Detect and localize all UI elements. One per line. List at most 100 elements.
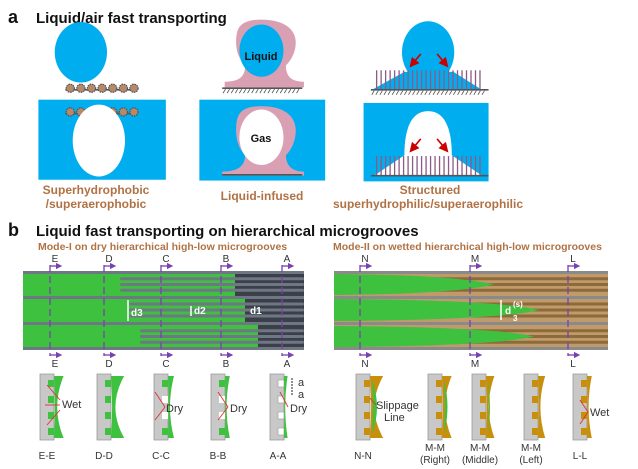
empty-groove <box>277 427 285 436</box>
hatch-mark <box>239 88 243 94</box>
high-ridge <box>23 322 304 325</box>
groove-wall <box>427 373 443 441</box>
groove-fill <box>219 396 225 403</box>
low-ridge <box>120 277 304 281</box>
case-3-label-line2: superhydrophilic/superaerophilic <box>333 197 523 211</box>
hatch-mark <box>444 90 449 95</box>
cs-label-l: L-L <box>573 451 588 462</box>
hatch-mark <box>457 90 461 95</box>
groove-fill <box>105 396 111 403</box>
pointer-line <box>279 391 289 408</box>
hatch-mark <box>395 90 400 95</box>
d3-label: d3 <box>131 308 143 319</box>
groove-fill <box>162 396 168 403</box>
case-3-label-line1: Structured <box>400 183 461 197</box>
panel-b-title: Liquid fast transporting on hierarchical… <box>36 223 419 240</box>
hatch-mark <box>243 88 247 94</box>
low-ridge <box>334 288 608 292</box>
dry-label-c: Dry <box>166 403 184 415</box>
meniscus <box>587 376 592 438</box>
cross-sections <box>39 373 592 441</box>
gas-bubble <box>239 109 284 166</box>
liquid-slug <box>444 380 448 434</box>
meniscus <box>442 376 452 438</box>
empty-groove <box>277 411 285 420</box>
hatch-mark <box>436 90 440 95</box>
cs-label-n: N-N <box>354 451 372 462</box>
section-label-top: D <box>105 254 112 265</box>
groove-fill <box>436 428 442 435</box>
hatch-mark <box>283 88 288 94</box>
hatch-mark <box>440 90 444 95</box>
case-2-label: Liquid-infused <box>221 189 304 203</box>
panel-b-letter: b <box>8 220 19 240</box>
meniscus <box>284 376 288 438</box>
hatch-mark <box>279 88 284 94</box>
hatch-mark <box>448 90 453 95</box>
structured-diagram <box>363 21 489 182</box>
meniscus <box>168 376 174 438</box>
groove-wall <box>210 373 226 441</box>
low-ridge <box>120 283 304 286</box>
hatch-mark <box>292 88 296 94</box>
section-label-bottom: D <box>105 359 112 370</box>
hatch-mark <box>296 88 300 94</box>
hatch-mark <box>251 88 255 94</box>
dry-label-b: Dry <box>230 403 248 415</box>
cs-label-m-middle: M-M <box>470 443 490 454</box>
section-markers: E E D D C C B B A A N N M M L L <box>49 254 581 370</box>
pointer-line <box>46 409 61 426</box>
cs-label-m-right: M-M <box>425 443 445 454</box>
hatch-mark <box>255 88 259 94</box>
cs-label-m-left-2: (Left) <box>519 455 542 466</box>
low-ridge <box>140 335 304 338</box>
particle <box>129 107 139 117</box>
meniscus <box>111 376 125 438</box>
hatch-mark <box>416 90 420 95</box>
d3s-sub: 3 <box>513 314 518 323</box>
groove-fill <box>364 412 370 419</box>
cross-section-labels: E-E D-D C-C B-B A-A N-N M-M (Right) M-M … <box>39 443 588 466</box>
particle <box>65 83 75 93</box>
section-label-bottom: B <box>223 359 230 370</box>
section-label-top: L <box>570 254 576 265</box>
low-ridge <box>120 288 304 292</box>
section-label-bottom: M <box>471 359 479 370</box>
pointer-line <box>579 411 589 425</box>
groove-wall <box>39 373 55 441</box>
groove-wall <box>153 373 169 441</box>
hatch-mark <box>412 90 416 95</box>
superhydrophobic-diagram <box>38 22 166 180</box>
meniscus <box>225 376 230 438</box>
red-arrow <box>436 138 449 153</box>
hatch-mark <box>469 90 473 95</box>
cs-label-m-middle-2: (Middle) <box>462 455 498 466</box>
meniscus <box>54 376 64 438</box>
particle <box>108 83 118 93</box>
high-ridge <box>334 296 608 299</box>
hatch-mark <box>259 88 263 94</box>
groove-fill <box>219 380 225 387</box>
cs-label-b: B-B <box>210 451 227 462</box>
mode1-subtitle: Mode-I on dry hierarchical high-low micr… <box>38 241 287 253</box>
groove-fill <box>581 428 587 435</box>
d2-label: d2 <box>194 306 206 317</box>
section-label-top: B <box>223 254 230 265</box>
section-label-top: E <box>52 254 59 265</box>
hatch-mark <box>267 88 271 94</box>
hatch-mark <box>271 88 275 94</box>
empty-groove <box>277 379 285 388</box>
groove-fill <box>581 380 587 387</box>
pointer-line <box>154 406 166 421</box>
liquid-green <box>334 274 494 295</box>
particle <box>76 83 86 93</box>
cs-label-c: C-C <box>152 451 170 462</box>
particle <box>86 83 97 93</box>
panel-a-graphics <box>38 19 489 182</box>
groove-wall <box>355 373 371 441</box>
groove-fill <box>480 412 486 419</box>
hatch-mark <box>404 90 408 95</box>
groove-fill <box>436 412 442 419</box>
mode2-subtitle: Mode-II on wetted hierarchical high-low … <box>333 241 602 253</box>
